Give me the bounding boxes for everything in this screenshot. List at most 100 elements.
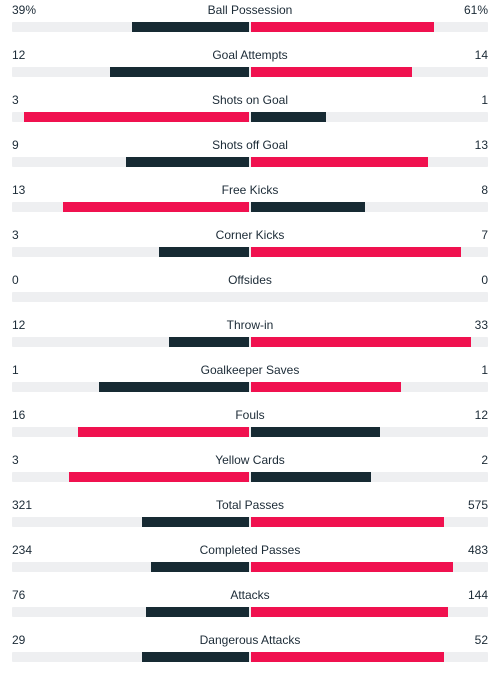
stat-label: Attacks <box>230 588 270 602</box>
stat-label: Goal Attempts <box>212 48 288 62</box>
stat-label: Shots off Goal <box>212 138 288 152</box>
stat-bar-home <box>99 382 249 392</box>
stat-away-value: 14 <box>474 48 488 62</box>
stat-home-value: 3 <box>12 453 19 467</box>
stat-bar-away <box>251 247 461 257</box>
stat-row-yellow-cards: 3 Yellow Cards 2 <box>0 452 500 497</box>
stat-row-free-kicks: 13 Free Kicks 8 <box>0 182 500 227</box>
stat-label: Total Passes <box>215 498 285 512</box>
stat-away-value: 2 <box>481 453 488 467</box>
stat-label: Ball Possession <box>207 3 293 17</box>
stat-label: Throw-in <box>226 318 274 332</box>
stat-bar-track <box>12 22 488 32</box>
stat-row-corner-kicks: 3 Corner Kicks 7 <box>0 227 500 272</box>
stat-away-value: 12 <box>474 408 488 422</box>
stat-row-total-passes: 321 Total Passes 575 <box>0 497 500 542</box>
stat-bar-home <box>63 202 249 212</box>
stat-away-value: 483 <box>467 543 488 557</box>
stat-home-value: 1 <box>12 363 19 377</box>
stat-label: Goalkeeper Saves <box>200 363 300 377</box>
stat-bar-home <box>159 247 249 257</box>
stat-bar-home <box>151 562 249 572</box>
stat-bar-home <box>69 472 249 482</box>
stat-row-completed-passes: 234 Completed Passes 483 <box>0 542 500 587</box>
stat-bar-track <box>12 157 488 167</box>
stat-home-value: 29 <box>12 633 26 647</box>
stat-bar-away <box>251 157 428 167</box>
stat-row-shots-on-goal: 3 Shots on Goal 1 <box>0 92 500 137</box>
stat-home-value: 16 <box>12 408 26 422</box>
stat-bar-away <box>251 517 444 527</box>
stat-bar-track <box>12 607 488 617</box>
stat-row-attacks: 76 Attacks 144 <box>0 587 500 632</box>
stat-bar-track <box>12 202 488 212</box>
stat-home-value: 9 <box>12 138 19 152</box>
stat-bar-away <box>251 202 365 212</box>
stat-bar-away <box>251 67 412 77</box>
stat-away-value: 13 <box>474 138 488 152</box>
stat-bar-track <box>12 337 488 347</box>
stat-home-value: 3 <box>12 228 19 242</box>
stat-bar-home <box>142 517 249 527</box>
stat-away-value: 1 <box>481 93 488 107</box>
stat-home-value: 12 <box>12 48 26 62</box>
stat-bar-track <box>12 292 488 302</box>
stat-label: Yellow Cards <box>215 453 285 467</box>
stat-row-dangerous-attacks: 29 Dangerous Attacks 52 <box>0 632 500 677</box>
stat-label: Fouls <box>235 408 265 422</box>
stat-row-ball-possession: 39% Ball Possession 61% <box>0 2 500 47</box>
stat-home-value: 12 <box>12 318 26 332</box>
stat-bar-home <box>169 337 249 347</box>
stat-bar-track <box>12 517 488 527</box>
stat-home-value: 13 <box>12 183 26 197</box>
stat-bar-away <box>251 607 448 617</box>
stat-row-offsides: 0 Offsides 0 <box>0 272 500 317</box>
stat-away-value: 0 <box>481 273 488 287</box>
stat-bar-away <box>251 562 453 572</box>
stat-away-value: 8 <box>481 183 488 197</box>
stat-bar-track <box>12 112 488 122</box>
stat-bar-home <box>142 652 249 662</box>
stat-bar-track <box>12 427 488 437</box>
stat-bar-track <box>12 382 488 392</box>
stat-label: Free Kicks <box>221 183 279 197</box>
stat-home-value: 321 <box>12 498 33 512</box>
stat-away-value: 52 <box>474 633 488 647</box>
stat-row-shots-off-goal: 9 Shots off Goal 13 <box>0 137 500 182</box>
stat-label: Completed Passes <box>199 543 301 557</box>
stat-bar-away <box>251 337 471 347</box>
stat-bar-track <box>12 652 488 662</box>
stat-bar-home <box>126 157 249 167</box>
match-stats-list: 39% Ball Possession 61% 12 Goal Attempts 14 3 S… <box>0 2 500 662</box>
stat-away-value: 33 <box>474 318 488 332</box>
stat-bar-track <box>12 562 488 572</box>
stat-bar-home <box>132 22 249 32</box>
stat-away-value: 1 <box>481 363 488 377</box>
stat-away-value: 144 <box>467 588 488 602</box>
stat-bar-away <box>251 112 326 122</box>
stat-away-value: 61% <box>463 3 488 17</box>
stat-away-value: 7 <box>481 228 488 242</box>
stat-home-value: 234 <box>12 543 33 557</box>
stat-row-goal-attempts: 12 Goal Attempts 14 <box>0 47 500 92</box>
stat-bar-track <box>12 67 488 77</box>
stat-row-throw-in: 12 Throw-in 33 <box>0 317 500 362</box>
stat-label: Dangerous Attacks <box>199 633 301 647</box>
stat-bar-home <box>78 427 249 437</box>
stat-home-value: 3 <box>12 93 19 107</box>
stat-bar-track <box>12 472 488 482</box>
stat-bar-away <box>251 382 401 392</box>
stat-bar-track <box>12 247 488 257</box>
stat-label: Shots on Goal <box>211 93 289 107</box>
stat-bar-away <box>251 427 380 437</box>
stat-bar-home <box>110 67 249 77</box>
stat-home-value: 76 <box>12 588 26 602</box>
stat-bar-home <box>24 112 249 122</box>
stat-away-value: 575 <box>467 498 488 512</box>
stat-row-goalkeeper-saves: 1 Goalkeeper Saves 1 <box>0 362 500 407</box>
stat-bar-away <box>251 652 444 662</box>
stat-bar-away <box>251 472 371 482</box>
stat-home-value: 0 <box>12 273 19 287</box>
stat-bar-home <box>146 607 249 617</box>
stat-label: Corner Kicks <box>215 228 285 242</box>
